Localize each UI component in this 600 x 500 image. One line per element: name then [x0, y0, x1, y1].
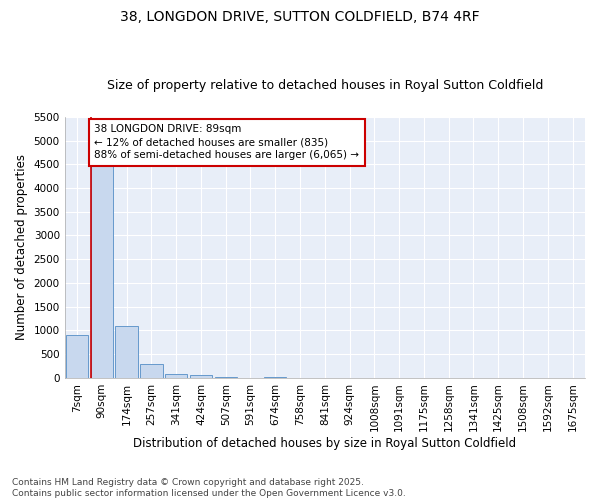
Bar — [165, 374, 187, 378]
Title: Size of property relative to detached houses in Royal Sutton Coldfield: Size of property relative to detached ho… — [107, 79, 543, 92]
Bar — [66, 335, 88, 378]
Text: 38 LONGDON DRIVE: 89sqm
← 12% of detached houses are smaller (835)
88% of semi-d: 38 LONGDON DRIVE: 89sqm ← 12% of detache… — [94, 124, 359, 160]
Text: Contains HM Land Registry data © Crown copyright and database right 2025.
Contai: Contains HM Land Registry data © Crown c… — [12, 478, 406, 498]
Bar — [140, 364, 163, 378]
Bar — [91, 160, 113, 378]
Y-axis label: Number of detached properties: Number of detached properties — [15, 154, 28, 340]
Bar — [264, 377, 286, 378]
Text: 38, LONGDON DRIVE, SUTTON COLDFIELD, B74 4RF: 38, LONGDON DRIVE, SUTTON COLDFIELD, B74… — [120, 10, 480, 24]
Bar — [115, 326, 138, 378]
Bar — [190, 375, 212, 378]
Bar — [215, 377, 237, 378]
X-axis label: Distribution of detached houses by size in Royal Sutton Coldfield: Distribution of detached houses by size … — [133, 437, 517, 450]
